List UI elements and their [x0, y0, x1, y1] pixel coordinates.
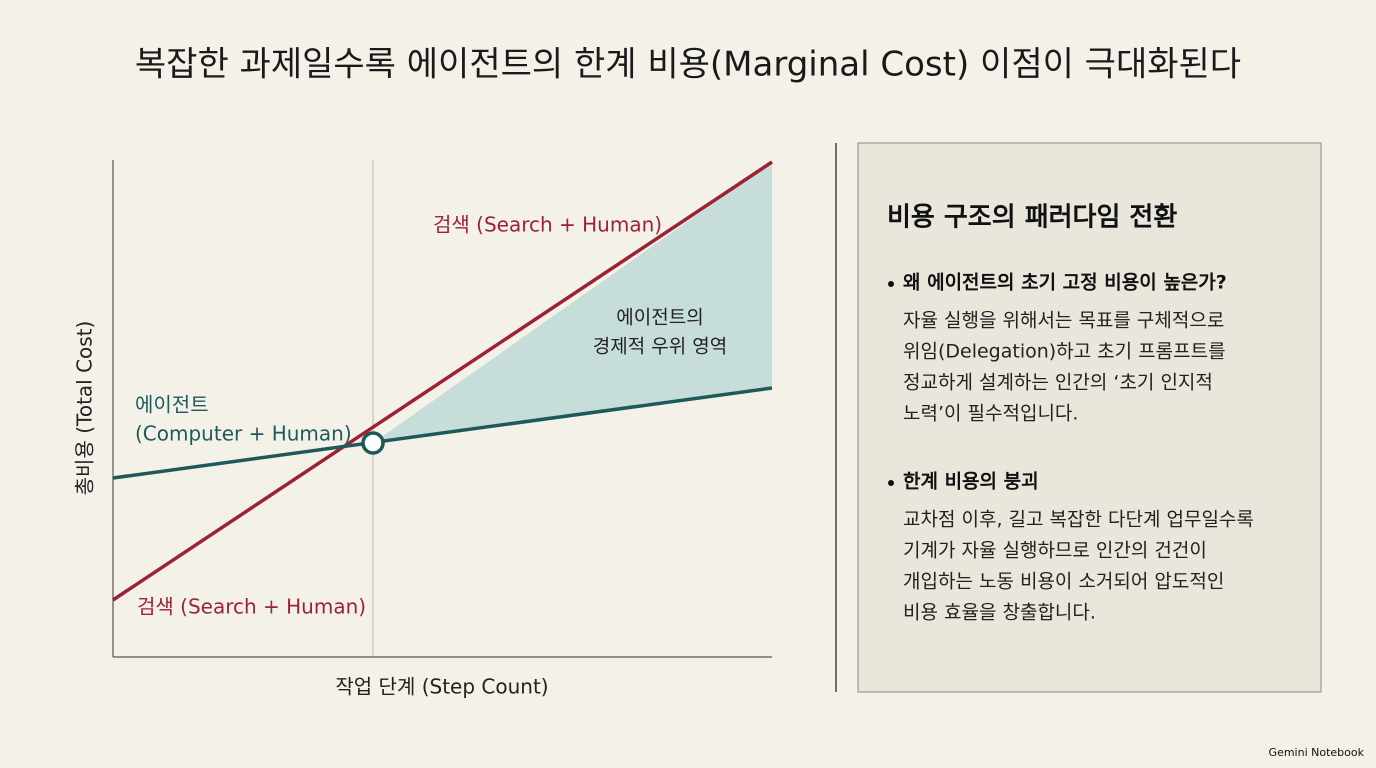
crossover-point [361, 431, 385, 455]
title: 복잡한 과제일수록 에이전트의 한계 비용(Marginal Cost) 이점이… [135, 45, 1241, 85]
area-label: 경제적 우위 영역 [593, 336, 727, 358]
bullet-text: 개입하는 노동 비용이 소거되어 압도적인 [903, 571, 1224, 593]
bullet-dot [888, 480, 894, 486]
bullet-list: 왜 에이전트의 초기 고정 비용이 높은가? 자율 실행을 위해서는 목표를 구체… [888, 272, 1254, 624]
panel [857, 142, 1322, 693]
y-axis-label: 총비용 (Total Cost) [73, 321, 97, 496]
agent-label: (Computer + Human) [135, 422, 352, 446]
search-line [112, 160, 773, 602]
bullet-text: 노력’이 필수적입니다. [903, 403, 1078, 425]
bullet-text: 교차점 이후, 길고 복잡한 다단계 업무일수록 [903, 509, 1254, 531]
search-label: 검색 (Search + Human) [433, 213, 662, 237]
agent-line [112, 386, 773, 480]
bullet-dot [888, 281, 894, 287]
bullet-text: 위임(Delegation)하고 초기 프롬프트를 [903, 341, 1226, 363]
bullet-text: 정교하게 설계하는 인간의 ‘초기 인지적 [903, 372, 1213, 394]
agent-label: 에이전트 [135, 393, 209, 417]
footer: Gemini Notebook [1269, 746, 1365, 759]
advantage-area [373, 162, 772, 443]
bullet-title: 왜 에이전트의 초기 고정 비용이 높은가? [903, 272, 1227, 294]
bullet-text: 기계가 자율 실행하므로 인간의 건건이 [903, 540, 1207, 562]
panel-heading: 비용 구조의 패러다임 전환 [887, 203, 1177, 233]
area-label: 에이전트의 [616, 307, 703, 329]
bullet-text: 자율 실행을 위해서는 목표를 구체적으로 [903, 310, 1224, 332]
bullet-title: 한계 비용의 붕괴 [903, 471, 1039, 493]
search-label: 검색 (Search + Human) [137, 595, 366, 619]
bullet-text: 비용 효율을 창출합니다. [903, 602, 1096, 624]
x-axis-label: 작업 단계 (Step Count) [335, 675, 548, 699]
